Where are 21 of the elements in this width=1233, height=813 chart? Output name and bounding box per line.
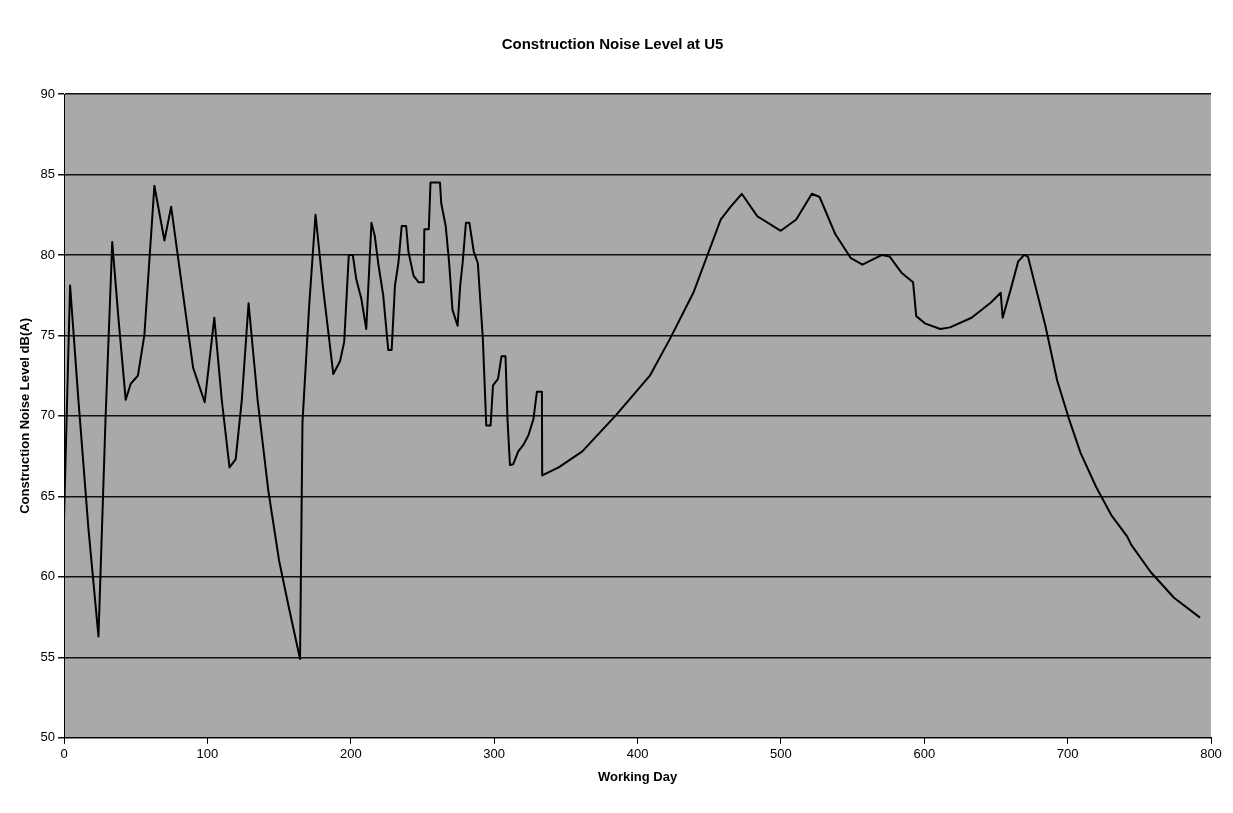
y-tick-label: 80 bbox=[40, 246, 56, 262]
x-tick-label: 700 bbox=[1056, 746, 1079, 762]
y-tick-label: 85 bbox=[40, 166, 56, 182]
x-tick-label: 600 bbox=[913, 746, 936, 762]
y-tick-label: 50 bbox=[40, 729, 56, 745]
x-tick-label: 200 bbox=[339, 746, 362, 762]
x-tick-label: 300 bbox=[483, 746, 506, 762]
x-axis-title: Working Day bbox=[597, 768, 678, 784]
x-tick-label: 0 bbox=[60, 746, 68, 762]
y-tick-label: 90 bbox=[40, 85, 56, 101]
chart-title: Construction Noise Level at U5 bbox=[501, 35, 724, 53]
y-tick-label: 65 bbox=[40, 487, 56, 503]
y-tick-label: 55 bbox=[40, 648, 56, 664]
y-axis-title: Construction Noise Level dB(A) bbox=[17, 318, 33, 514]
x-tick-label: 400 bbox=[626, 746, 649, 762]
x-tick-label: 500 bbox=[770, 746, 792, 762]
y-tick-label: 75 bbox=[40, 327, 56, 342]
y-tick-label: 70 bbox=[40, 407, 56, 423]
x-tick-label: 100 bbox=[196, 746, 219, 762]
x-tick-label: 800 bbox=[1200, 746, 1222, 762]
y-tick-label: 60 bbox=[40, 568, 56, 584]
